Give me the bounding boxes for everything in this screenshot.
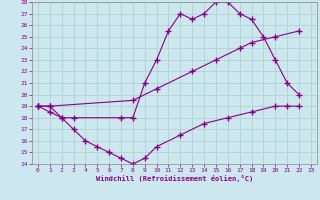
- X-axis label: Windchill (Refroidissement éolien,°C): Windchill (Refroidissement éolien,°C): [96, 175, 253, 182]
